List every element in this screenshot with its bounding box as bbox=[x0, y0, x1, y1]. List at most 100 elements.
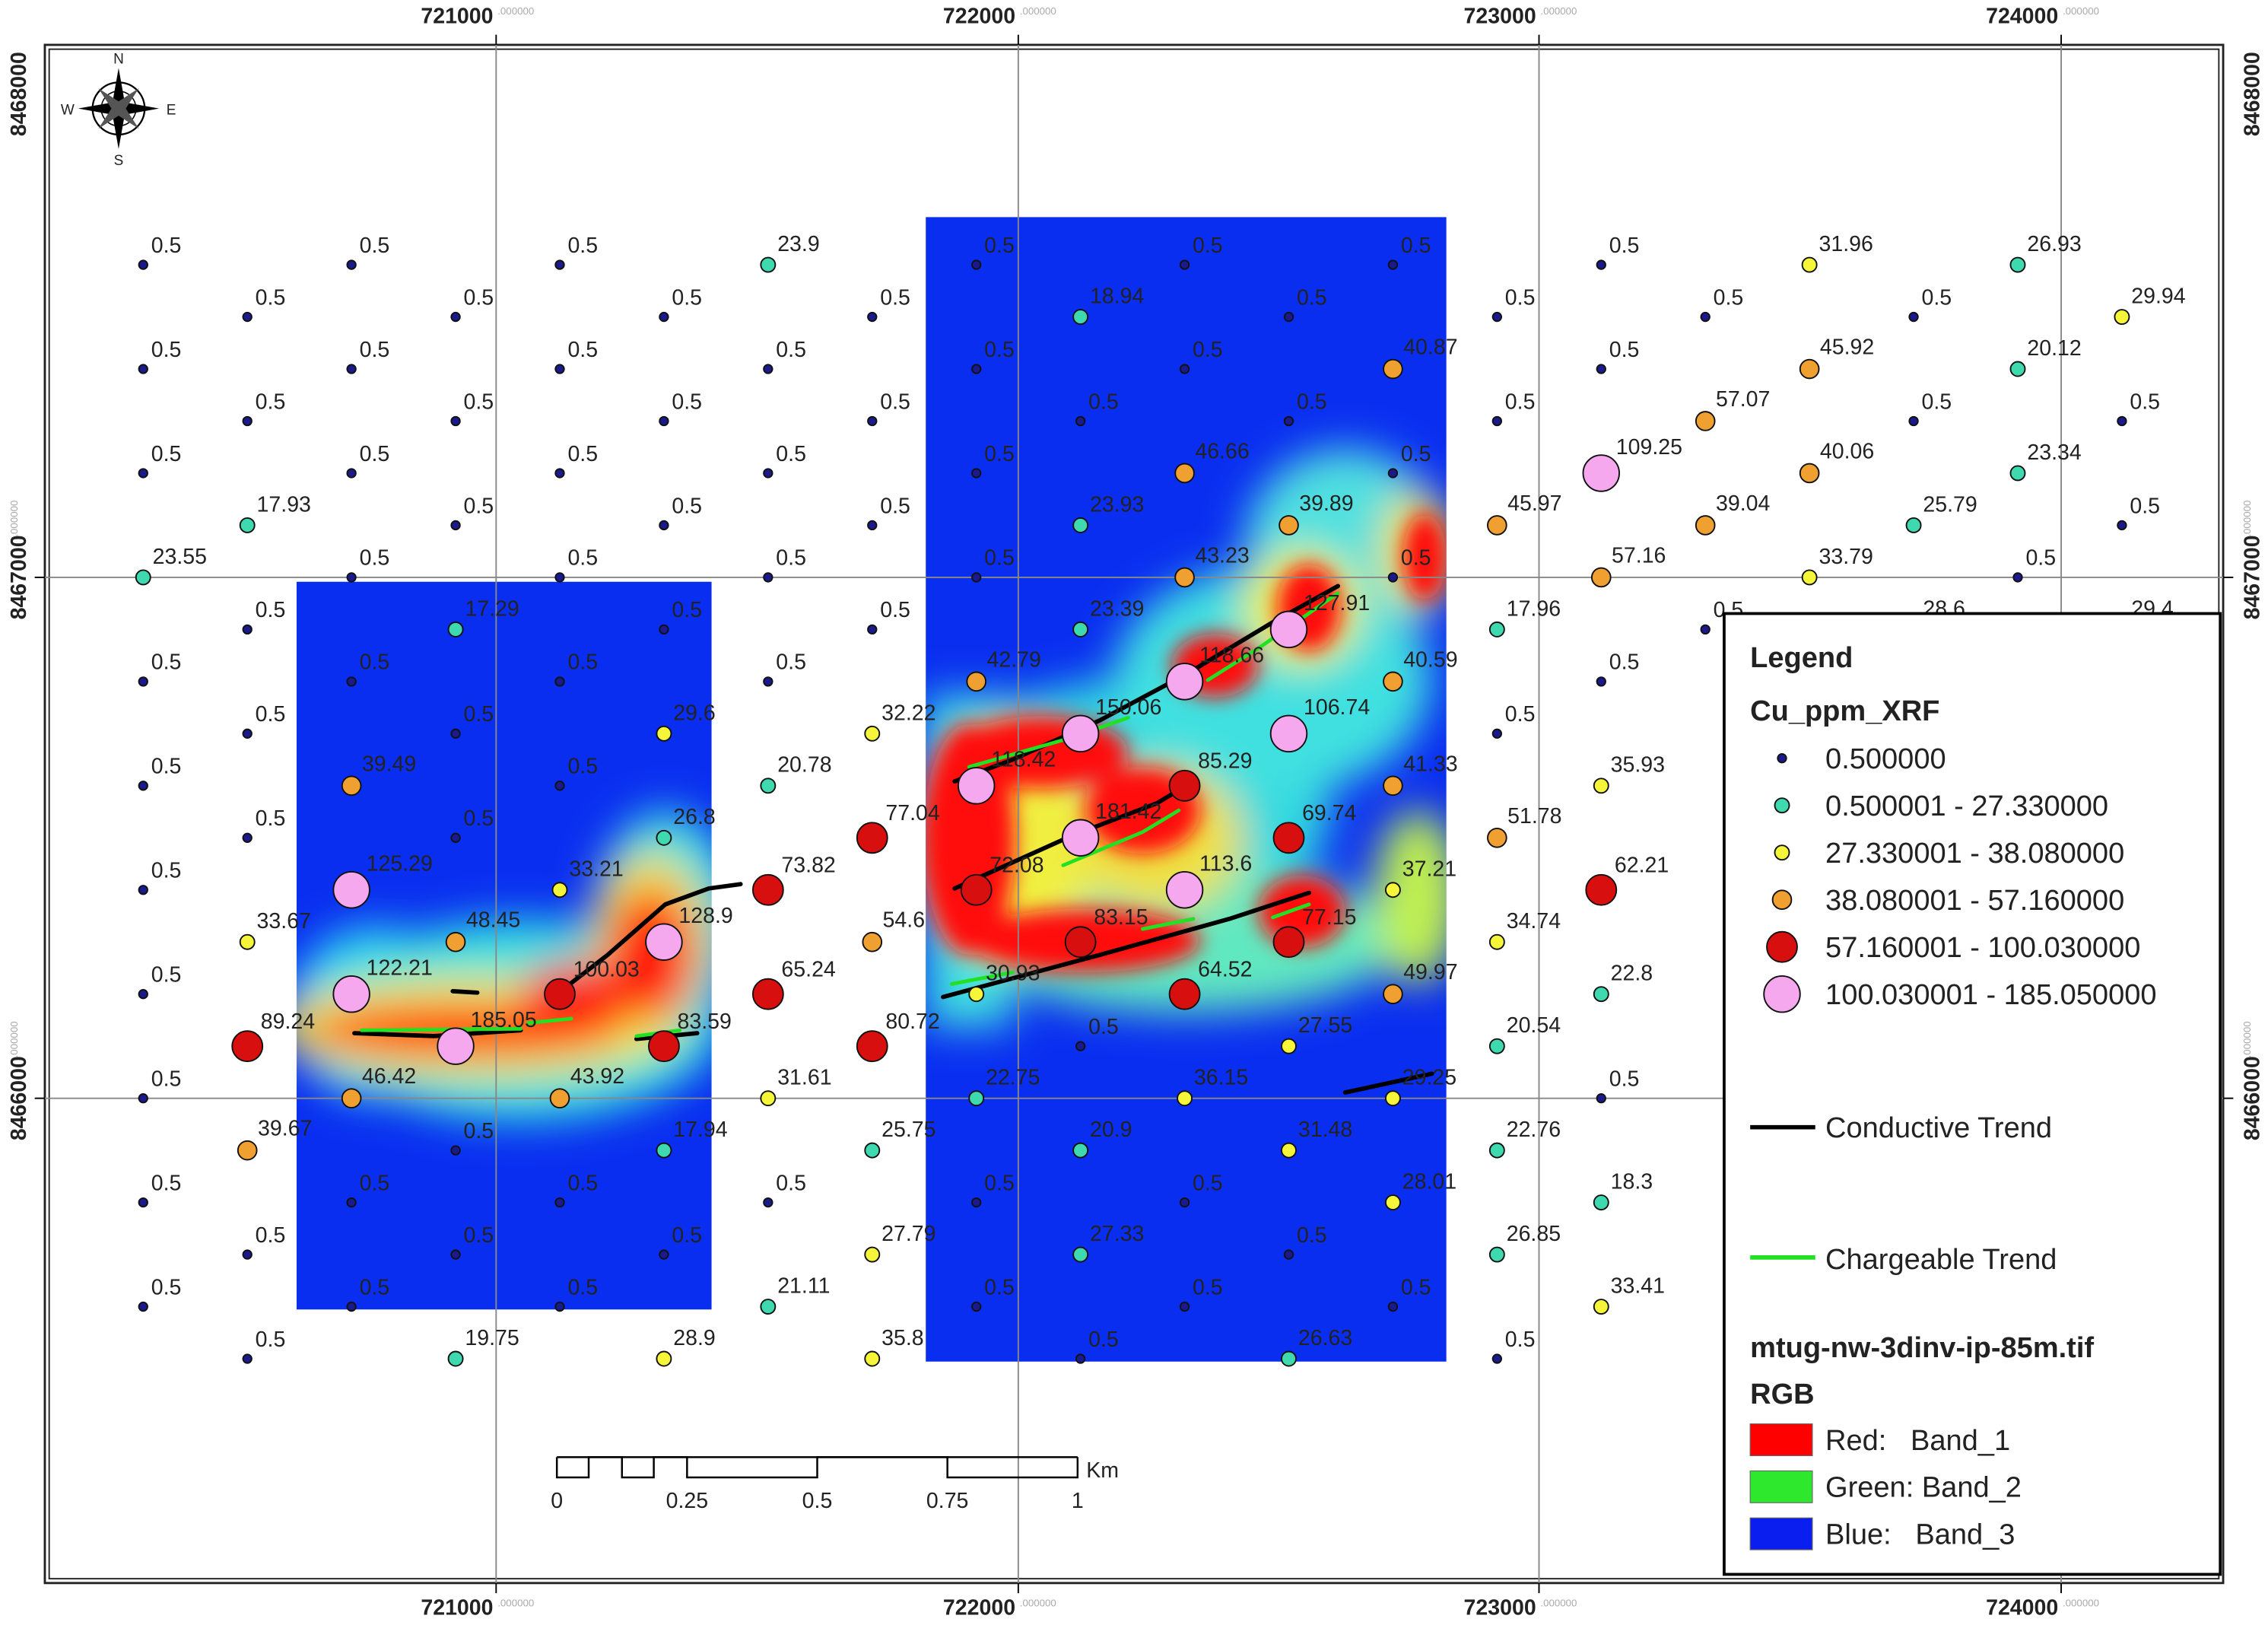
easting-label: 723000 bbox=[1464, 1596, 1536, 1620]
sample-point bbox=[1272, 822, 1305, 854]
sample-label: 0.5 bbox=[776, 338, 806, 362]
legend-label: 57.160001 - 100.030000 bbox=[1825, 932, 2140, 964]
sample-label: 0.5 bbox=[880, 494, 910, 518]
sample-label: 39.89 bbox=[1299, 491, 1353, 516]
legend-label: 0.500000 bbox=[1825, 743, 1946, 775]
sample-label: 17.93 bbox=[257, 492, 311, 517]
legend-label: 38.080001 - 57.160000 bbox=[1825, 885, 2124, 917]
sample-label: 0.5 bbox=[464, 1223, 494, 1248]
sample-label: 22.8 bbox=[1611, 962, 1653, 986]
sample-point bbox=[437, 1027, 475, 1065]
sample-label: 37.21 bbox=[1402, 857, 1456, 882]
sample-point bbox=[1281, 1142, 1297, 1159]
sample-label: 23.9 bbox=[777, 232, 819, 256]
sample-label: 39.04 bbox=[1716, 491, 1770, 516]
sample-label: 17.94 bbox=[673, 1118, 727, 1142]
sample-point bbox=[1799, 463, 1820, 484]
sample-point bbox=[760, 1090, 777, 1107]
sample-label: 0.5 bbox=[256, 598, 286, 622]
sample-point bbox=[239, 517, 256, 533]
sample-label: 0.5 bbox=[151, 650, 182, 675]
legend-symbol bbox=[1777, 753, 1787, 764]
sample-point bbox=[957, 767, 996, 805]
legend-label: Blue: Band_3 bbox=[1825, 1518, 2015, 1550]
sample-point bbox=[1387, 468, 1399, 479]
sample-point bbox=[856, 822, 888, 854]
sample-label: 181.42 bbox=[1095, 800, 1161, 824]
sample-label: 0.5 bbox=[1193, 234, 1223, 258]
sample-label: 0.5 bbox=[1922, 390, 1952, 414]
northing-label: 8467000 bbox=[2241, 535, 2265, 619]
sample-label: 0.5 bbox=[1401, 546, 1431, 571]
sample-label: 113.6 bbox=[1199, 852, 1252, 876]
legend-label: Red: Band_1 bbox=[1825, 1425, 2010, 1457]
sample-label: 0.5 bbox=[1088, 390, 1119, 414]
legend-title: Legend bbox=[1750, 642, 1853, 674]
sample-label: 80.72 bbox=[885, 1010, 939, 1034]
sample-label: 18.3 bbox=[1611, 1170, 1653, 1194]
sample-point bbox=[1801, 256, 1818, 273]
sample-label: 0.5 bbox=[984, 338, 1015, 362]
sample-point bbox=[1596, 364, 1606, 374]
sample-label: 27.33 bbox=[1090, 1222, 1144, 1246]
sample-label: 0.5 bbox=[776, 1171, 806, 1195]
sample-point bbox=[237, 1140, 258, 1161]
sample-point bbox=[2009, 361, 2026, 377]
sample-point bbox=[1179, 364, 1190, 374]
sample-label: 0.5 bbox=[464, 1119, 494, 1143]
sample-label: 31.61 bbox=[777, 1066, 831, 1090]
sample-label: 0.5 bbox=[1505, 390, 1536, 414]
sample-label: 39.49 bbox=[362, 752, 416, 776]
sample-point bbox=[867, 520, 878, 531]
sample-point bbox=[1590, 567, 1612, 588]
sample-label: 0.5 bbox=[1714, 285, 1744, 310]
sample-label: 0.5 bbox=[151, 1275, 182, 1299]
sample-point bbox=[554, 1301, 565, 1312]
sample-point bbox=[554, 364, 565, 374]
north-label: N bbox=[113, 52, 124, 68]
sample-label: 45.92 bbox=[1820, 335, 1874, 360]
sample-label: 48.45 bbox=[466, 908, 520, 933]
sample-label: 0.5 bbox=[2130, 390, 2160, 414]
sample-point bbox=[1593, 986, 1609, 1003]
sample-label: 0.5 bbox=[1297, 1223, 1327, 1248]
sample-label: 100.03 bbox=[573, 957, 640, 981]
sample-point bbox=[1072, 1246, 1089, 1263]
grid: 721000 .000000 721000 .000000 722000 .000000 7… bbox=[7, 4, 2264, 1620]
legend-symbol bbox=[1771, 889, 1793, 911]
sample-label: 0.5 bbox=[984, 234, 1015, 258]
sample-point bbox=[450, 728, 461, 739]
sample-label: 25.79 bbox=[1923, 492, 1977, 517]
sample-point bbox=[656, 1142, 672, 1159]
scale-tick: 0 bbox=[551, 1489, 563, 1513]
sample-label: 36.15 bbox=[1194, 1066, 1248, 1090]
sample-point bbox=[1488, 1142, 1505, 1159]
sample-label: 20.12 bbox=[2027, 336, 2081, 361]
sample-point bbox=[1272, 926, 1305, 959]
sample-point bbox=[1384, 1090, 1401, 1107]
sample-point bbox=[1491, 311, 1503, 323]
legend-label: 27.330001 - 38.080000 bbox=[1825, 838, 2124, 870]
sample-label: 40.59 bbox=[1403, 647, 1457, 672]
sample-label: 150.06 bbox=[1095, 695, 1161, 720]
sample-point bbox=[554, 1197, 565, 1208]
sample-point bbox=[332, 871, 370, 909]
sample-label: 0.5 bbox=[1505, 1328, 1536, 1352]
northing-decimal: .000000 bbox=[2241, 501, 2253, 537]
sample-label: 122.21 bbox=[367, 956, 433, 981]
sample-point bbox=[971, 572, 982, 583]
sample-label: 18.94 bbox=[1090, 284, 1144, 308]
sample-label: 0.5 bbox=[1401, 442, 1431, 466]
sample-label: 54.6 bbox=[883, 908, 925, 933]
sample-label: 0.5 bbox=[567, 234, 598, 258]
sample-point bbox=[971, 468, 982, 479]
band-swatch bbox=[1749, 1517, 1813, 1550]
sample-label: 0.5 bbox=[151, 1067, 182, 1091]
easting-decimal: .000000 bbox=[2063, 1597, 2099, 1608]
sample-label: 0.5 bbox=[672, 285, 702, 310]
sample-point bbox=[554, 676, 565, 687]
sample-point bbox=[450, 415, 461, 427]
sample-label: 118.66 bbox=[1199, 644, 1264, 668]
sample-point bbox=[1700, 624, 1711, 635]
